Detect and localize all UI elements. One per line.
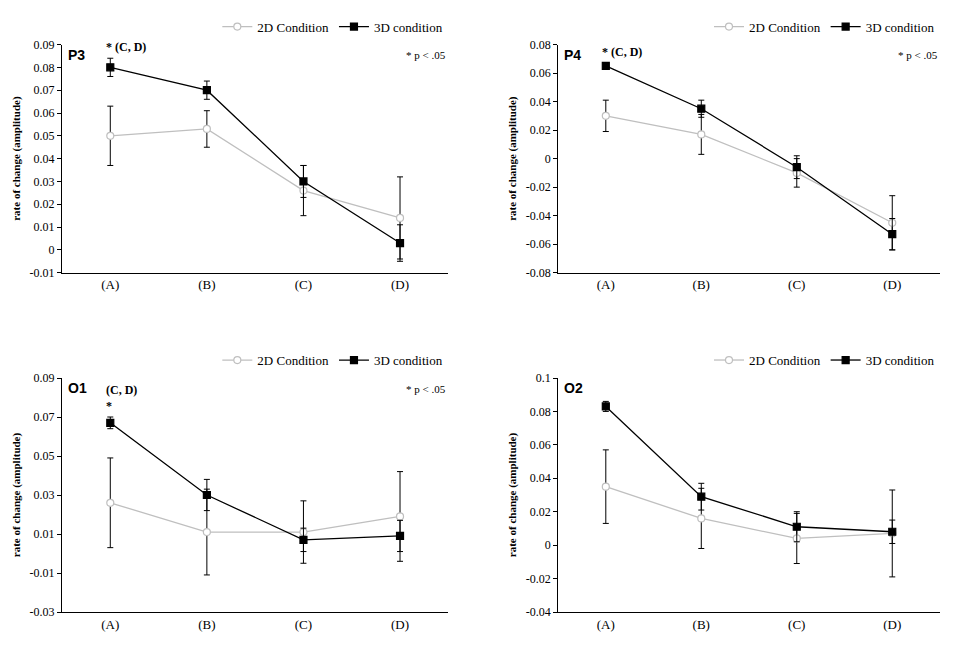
svg-text:(C): (C) (295, 277, 312, 292)
svg-text:0.06: 0.06 (530, 66, 551, 80)
svg-text:-0.08: -0.08 (526, 266, 551, 280)
svg-text:(A): (A) (597, 277, 615, 292)
svg-text:(A): (A) (101, 277, 119, 292)
svg-text:0.08: 0.08 (34, 61, 55, 75)
svg-text:(B): (B) (198, 277, 215, 292)
svg-text:(C): (C) (295, 617, 312, 632)
svg-text:0.01: 0.01 (34, 220, 55, 234)
svg-text:0.04: 0.04 (34, 152, 55, 166)
svg-text:0.08: 0.08 (530, 38, 551, 52)
svg-text:-0.01: -0.01 (30, 566, 55, 580)
svg-text:rate of change (amplitude): rate of change (amplitude) (506, 96, 519, 221)
svg-text:0.05: 0.05 (34, 449, 55, 463)
svg-text:-0.04: -0.04 (526, 209, 551, 223)
svg-text:(C): (C) (788, 277, 805, 292)
svg-text:-0.02: -0.02 (526, 180, 551, 194)
svg-text:(A): (A) (597, 617, 615, 632)
svg-text:0.07: 0.07 (34, 83, 55, 97)
svg-text:3D condition: 3D condition (374, 353, 443, 368)
svg-text:2D Condition: 2D Condition (257, 20, 329, 35)
svg-text:O2: O2 (564, 380, 583, 396)
svg-text:(D): (D) (883, 617, 901, 632)
svg-text:2D Condition: 2D Condition (257, 353, 329, 368)
svg-text:rate of change (amplitude): rate of change (amplitude) (10, 432, 23, 557)
svg-text:0.09: 0.09 (34, 38, 55, 52)
svg-text:-0.06: -0.06 (526, 237, 551, 251)
svg-text:-0.02: -0.02 (526, 572, 551, 586)
svg-text:0.04: 0.04 (530, 471, 551, 485)
svg-text:2D Condition: 2D Condition (749, 353, 821, 368)
svg-text:-0.01: -0.01 (30, 266, 55, 280)
svg-text:P3: P3 (68, 47, 85, 63)
svg-text:(D): (D) (391, 617, 409, 632)
svg-text:0.09: 0.09 (34, 371, 55, 385)
svg-text:0.02: 0.02 (530, 505, 551, 519)
svg-text:rate of change (amplitude): rate of change (amplitude) (10, 96, 23, 221)
svg-text:0: 0 (49, 243, 55, 257)
svg-text:(D): (D) (883, 277, 901, 292)
svg-text:(B): (B) (198, 617, 215, 632)
svg-text:3D condition: 3D condition (374, 20, 443, 35)
svg-text:P4: P4 (564, 47, 581, 63)
svg-text:0.08: 0.08 (530, 405, 551, 419)
svg-text:* (C, D): * (C, D) (602, 45, 642, 59)
svg-text:0.02: 0.02 (530, 123, 551, 137)
svg-text:* (C, D): * (C, D) (106, 40, 146, 54)
svg-text:0.06: 0.06 (34, 106, 55, 120)
svg-text:(B): (B) (693, 277, 710, 292)
svg-text:0.01: 0.01 (34, 527, 55, 541)
svg-text:-0.04: -0.04 (526, 605, 551, 619)
svg-text:2D Condition: 2D Condition (749, 20, 821, 35)
svg-text:* p < .05: * p < .05 (406, 49, 446, 61)
svg-text:rate of change (amplitude): rate of change (amplitude) (506, 432, 519, 557)
svg-text:0.05: 0.05 (34, 129, 55, 143)
svg-text:0.07: 0.07 (34, 410, 55, 424)
svg-text:(C, D)*: (C, D)* (106, 383, 137, 413)
svg-text:0.1: 0.1 (536, 371, 551, 385)
svg-text:* p < .05: * p < .05 (898, 49, 938, 61)
svg-text:0.04: 0.04 (530, 95, 551, 109)
svg-text:* p < .05: * p < .05 (406, 383, 446, 395)
svg-text:0: 0 (545, 538, 551, 552)
svg-text:(D): (D) (391, 277, 409, 292)
svg-text:0.03: 0.03 (34, 488, 55, 502)
svg-text:(A): (A) (101, 617, 119, 632)
svg-text:0: 0 (545, 152, 551, 166)
svg-text:(C): (C) (788, 617, 805, 632)
svg-text:(B): (B) (693, 617, 710, 632)
svg-text:3D condition: 3D condition (866, 353, 935, 368)
svg-text:0.03: 0.03 (34, 175, 55, 189)
svg-text:3D condition: 3D condition (866, 20, 935, 35)
svg-text:0.06: 0.06 (530, 438, 551, 452)
svg-text:0.02: 0.02 (34, 197, 55, 211)
svg-text:-0.03: -0.03 (30, 605, 55, 619)
svg-text:O1: O1 (68, 380, 87, 396)
